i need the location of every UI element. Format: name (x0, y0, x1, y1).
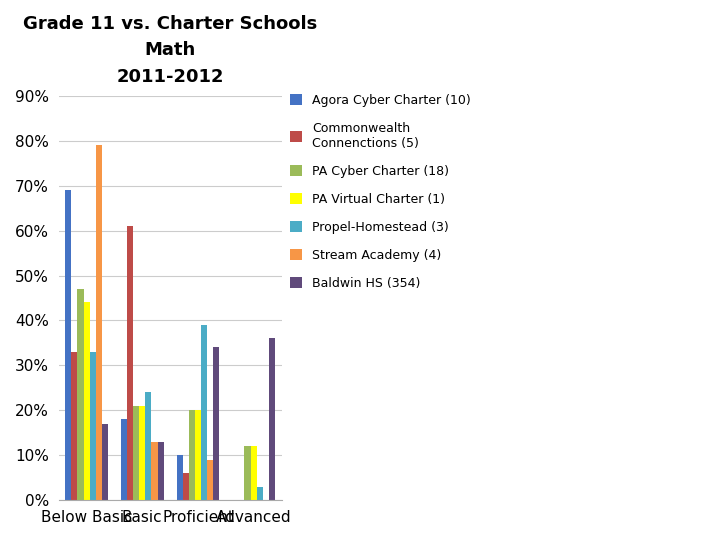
Bar (213, 347, 220, 500)
Bar (257, 487, 263, 500)
Bar (269, 339, 275, 500)
Bar (139, 406, 145, 500)
Bar (189, 410, 195, 500)
Bar (127, 226, 133, 500)
Bar (245, 447, 251, 500)
Bar (183, 473, 189, 500)
Bar (151, 442, 158, 500)
Bar (158, 442, 163, 500)
Bar (251, 447, 257, 500)
Bar (207, 460, 213, 500)
Bar (89, 352, 96, 500)
Bar (84, 302, 89, 500)
Title: Grade 11 vs. Charter Schools
Math
2011-2012: Grade 11 vs. Charter Schools Math 2011-2… (23, 15, 318, 86)
Bar (195, 410, 201, 500)
Bar (102, 424, 108, 500)
Bar (176, 455, 183, 500)
Bar (71, 352, 77, 500)
Bar (201, 325, 207, 500)
Bar (133, 406, 139, 500)
Bar (121, 420, 127, 500)
Bar (96, 145, 102, 500)
Bar (145, 393, 151, 500)
Bar (77, 289, 84, 500)
Legend: Agora Cyber Charter (10), Commonwealth
Connenctions (5), PA Cyber Charter (18), : Agora Cyber Charter (10), Commonwealth C… (290, 94, 472, 290)
Bar (65, 190, 71, 500)
